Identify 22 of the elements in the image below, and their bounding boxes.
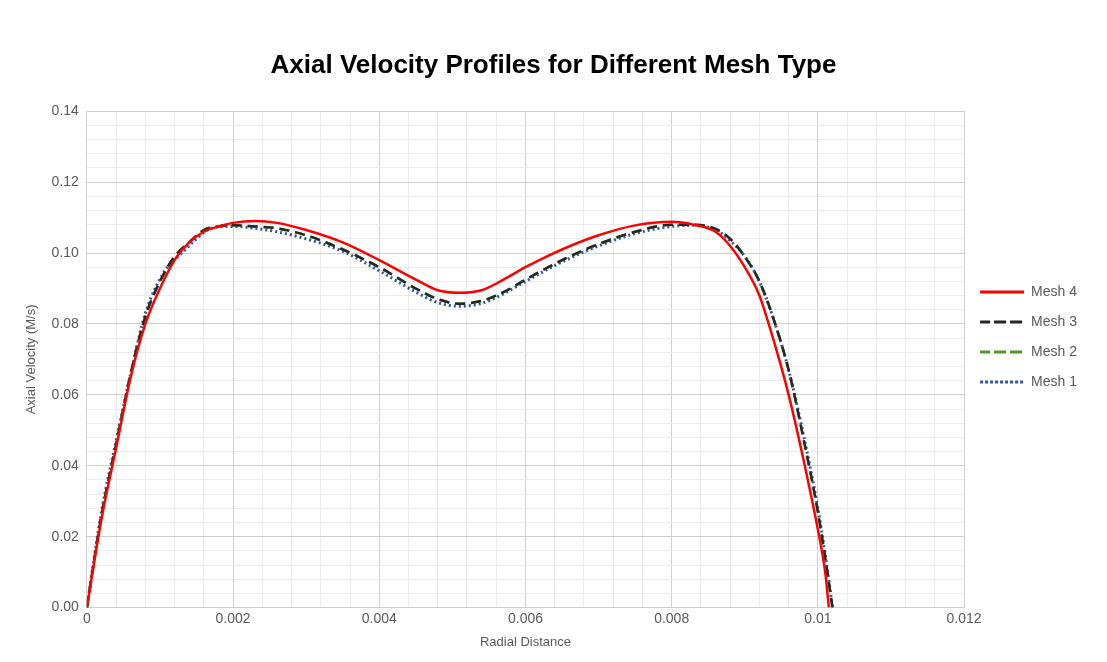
legend-label: Mesh 4 xyxy=(1031,282,1078,299)
y-tick-label: 0.12 xyxy=(51,172,80,189)
legend-label: Mesh 2 xyxy=(1031,342,1078,359)
legend-label: Mesh 3 xyxy=(1031,312,1078,329)
y-tick-label: 0.00 xyxy=(51,598,80,615)
y-tick-label: 0.04 xyxy=(51,456,80,473)
legend-label: Mesh 1 xyxy=(1031,372,1078,389)
y-tick-label: 0.10 xyxy=(51,243,80,260)
x-axis-title: Radial Distance xyxy=(479,633,571,649)
y-tick-label: 0.08 xyxy=(51,314,80,331)
y-tick-label: 0.02 xyxy=(51,527,80,544)
x-tick-label: 0.01 xyxy=(804,609,832,626)
x-tick-label: 0.012 xyxy=(946,609,982,626)
x-tick-label: 0.008 xyxy=(654,609,690,626)
y-tick-label: 0.06 xyxy=(51,385,80,402)
y-tick-label: 0.14 xyxy=(51,102,80,119)
x-tick-label: 0.002 xyxy=(215,609,251,626)
y-axis-title: Axial Velocity (M/s) xyxy=(23,304,39,415)
x-tick-label: 0 xyxy=(82,609,91,626)
x-tick-label: 0.006 xyxy=(507,609,544,626)
chart-title: Axial Velocity Profiles for Different Mesh Type xyxy=(270,48,837,79)
x-tick-label: 0.004 xyxy=(361,609,397,626)
